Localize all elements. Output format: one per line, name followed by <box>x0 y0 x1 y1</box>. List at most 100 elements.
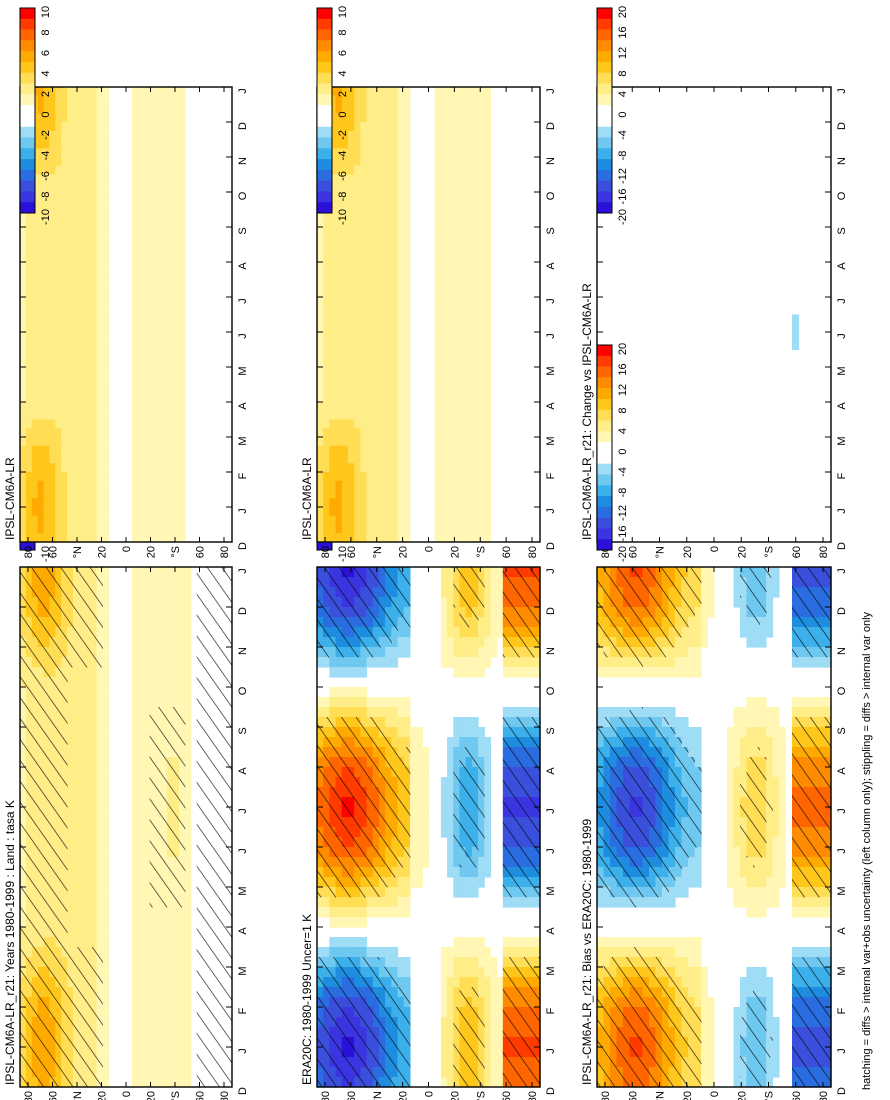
heatmap-cell <box>67 437 74 447</box>
heatmap-cell <box>20 235 27 246</box>
heatmap-cell <box>434 253 442 263</box>
heatmap-cell <box>73 480 80 491</box>
heatmap-cell <box>155 227 162 237</box>
heatmap-cell <box>478 847 485 858</box>
heatmap-cell <box>478 332 485 342</box>
heatmap-cell <box>447 787 454 798</box>
heatmap-cell <box>161 87 168 97</box>
heatmap-cell <box>440 1037 448 1048</box>
heatmap-cell <box>335 244 343 254</box>
heatmap-cell <box>90 767 98 778</box>
heatmap-cell <box>90 218 98 228</box>
heatmap-cell <box>137 567 145 578</box>
heatmap-cell <box>84 777 92 788</box>
heatmap-cell <box>155 463 162 473</box>
heatmap-cell <box>143 262 151 272</box>
heatmap-cell <box>173 104 180 114</box>
heatmap-cell <box>335 262 343 272</box>
heatmap-cell <box>102 200 109 211</box>
heatmap-cell <box>131 235 139 246</box>
heatmap-cell <box>96 384 104 394</box>
heatmap-cell <box>184 867 192 878</box>
heatmap-cell <box>84 445 92 456</box>
heatmap-cell <box>416 747 423 758</box>
heatmap-cell <box>366 279 374 289</box>
heatmap-cell <box>25 244 33 254</box>
heatmap-cell <box>484 1047 492 1058</box>
heatmap-cell <box>25 358 33 368</box>
heatmap-cell <box>173 113 180 123</box>
heatmap-cell <box>440 647 448 658</box>
heatmap-cell <box>84 419 92 429</box>
heatmap-cell <box>67 104 74 114</box>
heatmap-cell <box>102 827 109 838</box>
heatmap-cell <box>317 218 324 228</box>
heatmap-cell <box>354 305 361 316</box>
heatmap-cell <box>453 667 461 678</box>
heatmap-cell <box>465 209 473 219</box>
lat-tick-label: 20 <box>97 546 109 558</box>
heatmap-cell <box>360 270 368 281</box>
heatmap-cell <box>378 209 386 219</box>
heatmap-cell <box>155 139 162 149</box>
heatmap-cell <box>403 95 411 106</box>
heatmap-cell <box>137 305 145 316</box>
heatmap-cell <box>161 1027 168 1038</box>
heatmap-cell <box>447 1047 454 1058</box>
heatmap-cell <box>422 837 430 848</box>
colorbar-swatch <box>20 191 35 203</box>
heatmap-cell <box>453 887 461 898</box>
heatmap-cell <box>179 218 186 228</box>
heatmap-cell <box>73 472 80 482</box>
heatmap-cell <box>167 288 174 298</box>
heatmap-cell <box>143 617 151 628</box>
heatmap-cell <box>155 1037 162 1048</box>
heatmap-cell <box>490 587 498 598</box>
heatmap-cell <box>173 472 180 482</box>
heatmap-cell <box>96 498 104 508</box>
heatmap-cell <box>73 297 80 307</box>
heatmap-cell <box>465 647 473 658</box>
heatmap-cell <box>335 279 343 289</box>
heatmap-cell <box>161 262 168 272</box>
heatmap-cell <box>43 305 51 316</box>
heatmap-cell <box>55 139 62 149</box>
heatmap-cell <box>391 113 399 123</box>
heatmap-cell <box>67 454 74 464</box>
heatmap-cell <box>155 428 162 438</box>
heatmap-cell <box>20 472 27 482</box>
heatmap-cell <box>155 524 162 534</box>
heatmap-cell <box>440 787 448 798</box>
heatmap-cell <box>73 314 80 324</box>
heatmap-cell <box>478 857 485 868</box>
heatmap-cell <box>96 314 104 324</box>
heatmap-cell <box>484 567 492 578</box>
heatmap-cell <box>131 183 139 193</box>
heatmap-cell <box>490 1007 498 1018</box>
heatmap-cell <box>173 253 180 263</box>
heatmap-cell <box>434 157 442 167</box>
heatmap-cell <box>96 463 104 473</box>
heatmap-cell <box>372 200 380 211</box>
heatmap-cell <box>67 332 74 342</box>
heatmap-cell <box>179 472 186 482</box>
heatmap-cell <box>43 314 51 324</box>
heatmap-cell <box>131 305 139 316</box>
heatmap-cell <box>484 737 492 748</box>
heatmap-cell <box>61 209 68 219</box>
heatmap-cell <box>78 927 86 938</box>
heatmap-cell <box>341 697 349 708</box>
heatmap-cell <box>137 817 145 828</box>
heatmap-cell <box>173 445 180 456</box>
heatmap-cell <box>49 262 56 272</box>
heatmap-cell <box>161 157 168 167</box>
heatmap-cell <box>137 867 145 878</box>
heatmap-cell <box>447 857 454 868</box>
heatmap-cell <box>84 480 92 491</box>
heatmap-cell <box>347 907 355 918</box>
heatmap-cell <box>184 967 192 978</box>
heatmap-cell <box>465 667 473 678</box>
colorbar-swatch <box>20 126 35 138</box>
heatmap-cell <box>143 445 151 456</box>
heatmap-cell <box>347 279 355 289</box>
